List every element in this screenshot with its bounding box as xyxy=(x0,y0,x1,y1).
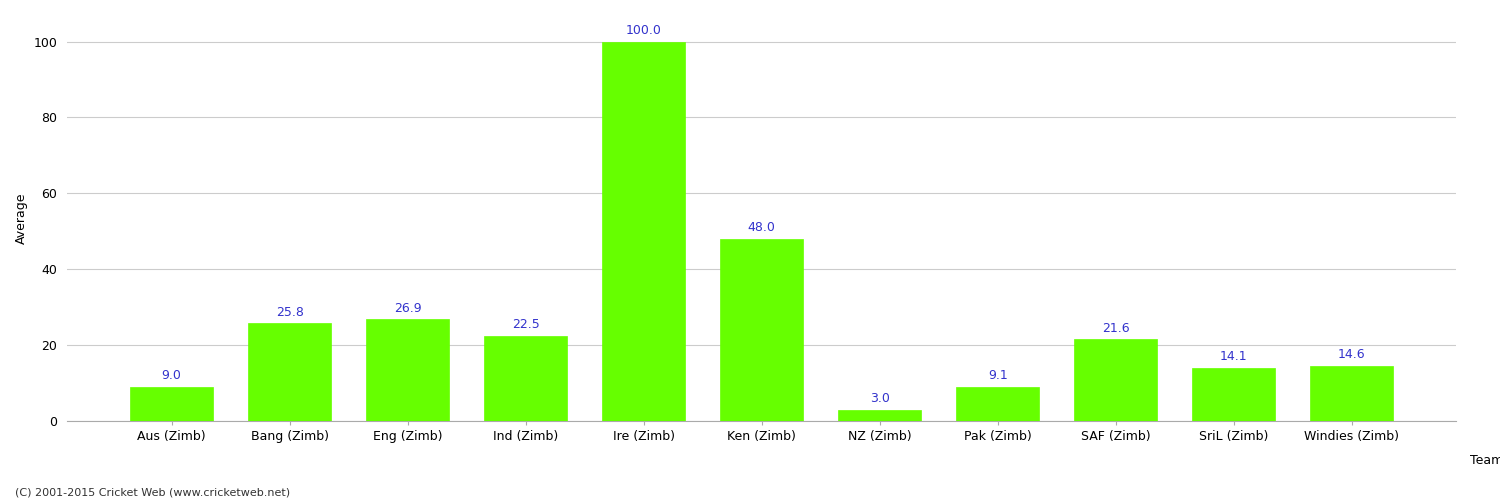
Bar xyxy=(1311,366,1394,421)
Y-axis label: Average: Average xyxy=(15,192,28,244)
Text: 9.0: 9.0 xyxy=(162,370,182,382)
Bar xyxy=(366,319,448,421)
Bar xyxy=(130,387,213,421)
Text: 100.0: 100.0 xyxy=(626,24,662,37)
Text: 22.5: 22.5 xyxy=(512,318,540,331)
Text: 14.1: 14.1 xyxy=(1220,350,1248,363)
Bar xyxy=(720,239,803,421)
Bar xyxy=(957,386,1040,421)
X-axis label: Team: Team xyxy=(1470,454,1500,466)
Bar xyxy=(484,336,567,421)
Bar xyxy=(1074,339,1156,421)
Bar xyxy=(1192,368,1275,421)
Text: 21.6: 21.6 xyxy=(1102,322,1130,334)
Bar xyxy=(249,324,332,421)
Text: 3.0: 3.0 xyxy=(870,392,889,406)
Bar xyxy=(603,42,686,421)
Text: 9.1: 9.1 xyxy=(988,369,1008,382)
Text: 14.6: 14.6 xyxy=(1338,348,1365,361)
Text: 25.8: 25.8 xyxy=(276,306,303,318)
Text: (C) 2001-2015 Cricket Web (www.cricketweb.net): (C) 2001-2015 Cricket Web (www.cricketwe… xyxy=(15,488,290,498)
Text: 48.0: 48.0 xyxy=(748,222,776,234)
Bar xyxy=(839,410,921,421)
Text: 26.9: 26.9 xyxy=(394,302,422,314)
